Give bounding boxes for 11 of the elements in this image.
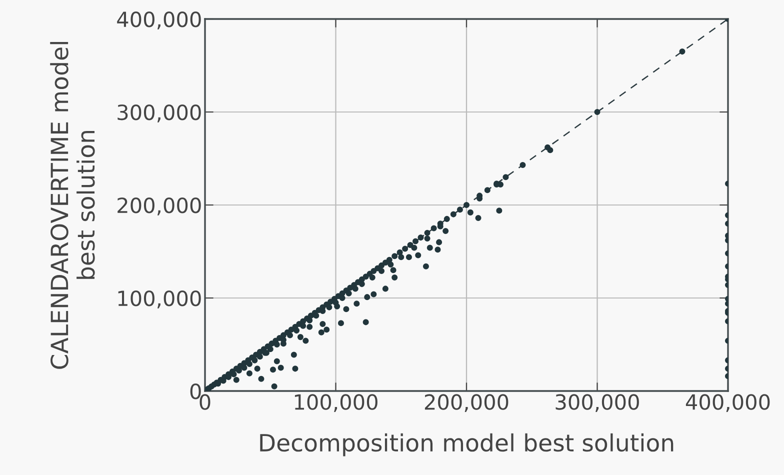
x-tick-label: 200,000 bbox=[424, 394, 508, 412]
x-tick-label: 100,000 bbox=[294, 394, 378, 412]
x-tick-label: 300,000 bbox=[556, 394, 639, 412]
y-tick-label: 300,000 bbox=[118, 104, 201, 122]
y-tick-label: 100,000 bbox=[118, 290, 201, 308]
x-tick-label: 400,000 bbox=[686, 394, 770, 412]
x-axis-title: Decomposition model best solution bbox=[260, 433, 674, 456]
y-tick-label: 200,000 bbox=[118, 197, 201, 216]
y-tick-label: 0 bbox=[190, 383, 201, 400]
y-tick-label: 400,000 bbox=[117, 11, 201, 30]
y-axis-title: CALENDAROVERTIME model best solution bbox=[50, 42, 95, 369]
